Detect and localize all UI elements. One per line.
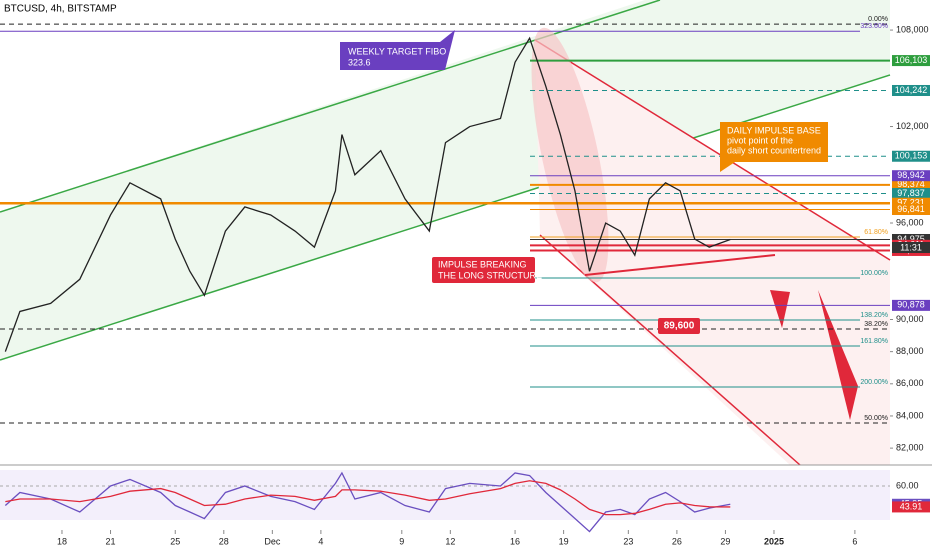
level-box — [892, 203, 930, 215]
level-label: 200.00% — [860, 379, 888, 386]
callout — [720, 122, 828, 172]
annotation: 323.6 — [348, 57, 371, 67]
level-label: 100.00% — [860, 270, 888, 277]
rsi-band — [0, 470, 890, 520]
level-label: 94,975 — [897, 234, 925, 244]
y-tick-label: 60.00 — [896, 480, 919, 490]
price-line — [5, 480, 731, 516]
level-box — [892, 187, 930, 199]
x-tick-label: 18 — [57, 536, 67, 546]
countdown-box — [892, 242, 930, 253]
price-line — [4, 36, 731, 352]
red-line — [539, 234, 801, 466]
red-line — [534, 39, 891, 261]
annotation: IMPULSE BREAKING — [438, 259, 527, 269]
level-box — [892, 233, 930, 245]
level-label: 97,837 — [897, 188, 925, 198]
impulse-ellipse — [531, 27, 609, 283]
x-tick-label: 4 — [318, 536, 323, 546]
countdown: 11:31 — [900, 242, 922, 252]
y-tick-label: 96,000 — [896, 217, 924, 227]
level-label: 100,153 — [895, 151, 928, 161]
level-box — [892, 179, 930, 191]
level-box — [892, 84, 930, 96]
level-label: 96,841 — [897, 204, 925, 214]
level-label: 97,231 — [897, 198, 925, 208]
level-label: 61.80% — [864, 229, 888, 236]
annotation: THE LONG STRUCTURE — [438, 270, 542, 280]
level-box — [892, 55, 930, 67]
x-tick-label: 26 — [672, 536, 682, 546]
level-label: 106,103 — [895, 55, 928, 65]
level-label: 38.20% — [864, 321, 888, 328]
red-channel — [535, 40, 890, 465]
level-label: 138.20% — [860, 312, 888, 319]
y-tick-label: 108,000 — [896, 24, 929, 34]
level-box — [892, 150, 930, 162]
x-tick-label: 12 — [445, 536, 455, 546]
level-label: 98,942 — [897, 170, 925, 180]
level-label: 161.80% — [860, 338, 888, 345]
callout — [658, 318, 700, 334]
price-line — [4, 471, 731, 533]
level-label: 50.00% — [864, 415, 888, 422]
x-tick-label: 28 — [219, 536, 229, 546]
x-tick-label: 19 — [559, 536, 569, 546]
x-tick-label: 25 — [170, 536, 180, 546]
level-label: 323.60% — [860, 23, 888, 30]
level-label: 104,242 — [895, 85, 928, 95]
value-box — [892, 501, 930, 513]
level-label: 98,374 — [897, 179, 925, 189]
y-tick-label: 84,000 — [896, 410, 924, 420]
level-box — [892, 197, 930, 209]
symbol: BTCUSD, 4h, BITSTAMP — [4, 4, 117, 15]
level-box — [892, 299, 930, 311]
annotation: WEEKLY TARGET FIBO — [348, 46, 446, 56]
annotation: pivot point of the — [727, 135, 793, 145]
y-tick-label: 86,000 — [896, 378, 924, 388]
level-box — [892, 170, 930, 182]
annotation: DAILY IMPULSE BASE — [727, 125, 821, 135]
y-tick-label: 102,000 — [896, 121, 929, 131]
callout — [432, 257, 535, 283]
y-tick-label: 88,000 — [896, 346, 924, 356]
x-tick-label: 9 — [399, 536, 404, 546]
arrow — [770, 290, 790, 328]
level-label: 0.00% — [868, 16, 888, 23]
y-tick-label: 82,000 — [896, 442, 924, 452]
x-tick-label: 6 — [852, 536, 857, 546]
x-tick-label: 16 — [510, 536, 520, 546]
value-label: 43.91 — [900, 501, 923, 511]
x-tick-label: 29 — [720, 536, 730, 546]
y-tick-label: 90,000 — [896, 314, 924, 324]
x-tick-label: 23 — [623, 536, 633, 546]
annotation: 89,600 — [664, 321, 695, 332]
annotation: daily short countertrend — [727, 145, 821, 155]
x-tick-label: 2025 — [764, 536, 784, 546]
red-line — [584, 254, 776, 276]
x-tick-label: 21 — [106, 536, 116, 546]
level-label: 90,878 — [897, 300, 925, 310]
callout — [340, 30, 455, 70]
x-tick-label: Dec — [264, 536, 281, 546]
